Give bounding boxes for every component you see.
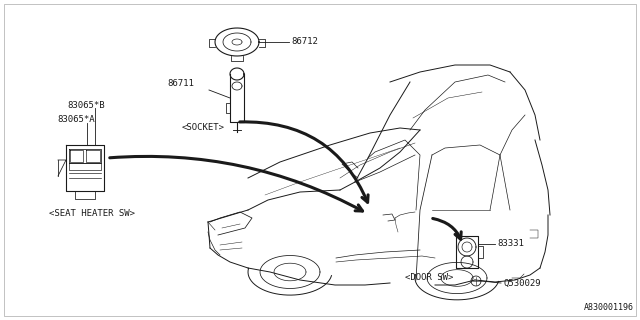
Text: 86711: 86711 <box>167 79 194 89</box>
Text: <DOOR SW>: <DOOR SW> <box>405 274 453 283</box>
FancyArrowPatch shape <box>240 122 368 202</box>
Text: <SOCKET>: <SOCKET> <box>182 124 225 132</box>
Text: <SEAT HEATER SW>: <SEAT HEATER SW> <box>49 210 135 219</box>
Text: 83331: 83331 <box>497 239 524 249</box>
Text: Q530029: Q530029 <box>503 278 541 287</box>
Text: 83065*A: 83065*A <box>57 116 95 124</box>
FancyArrowPatch shape <box>433 219 461 239</box>
Text: 83065*B: 83065*B <box>67 101 104 110</box>
Text: A830001196: A830001196 <box>584 303 634 312</box>
Text: 86712: 86712 <box>291 37 318 46</box>
FancyArrowPatch shape <box>110 156 362 211</box>
